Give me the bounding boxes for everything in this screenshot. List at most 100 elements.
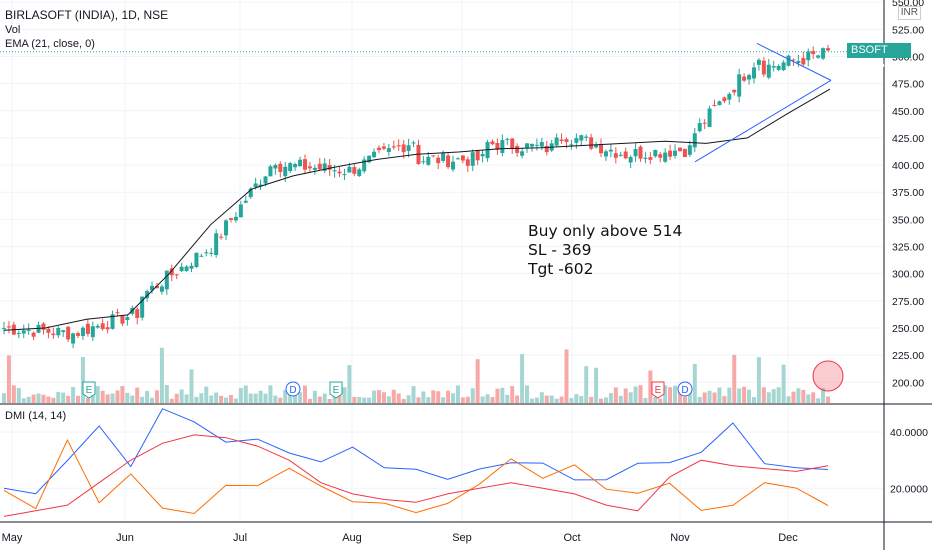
volume-bar [613,387,618,403]
vol-legend[interactable]: Vol [5,24,21,36]
candle-body [529,143,534,147]
candle-body [761,60,766,75]
candle-body [337,171,342,174]
candle-body [737,74,742,97]
candle-body [332,170,337,172]
candle-body [71,333,76,344]
volume-bar [431,390,436,403]
volume-bar [589,396,594,403]
candle-body [367,155,372,163]
marker-label: E [86,385,93,396]
candle-body [150,285,155,291]
candle-body [707,108,712,127]
candle-body [510,138,515,149]
support-trendline [694,79,832,163]
dmi-series-line [3,434,829,517]
candle-body [490,141,495,145]
time-tick-label: Sep [452,532,472,544]
volume-bar [564,349,569,403]
candle-body [421,161,426,163]
dividend-marker [285,381,301,397]
volume-bar [164,385,169,403]
volume-bar [381,392,386,403]
volume-bar [648,370,653,403]
candle-body [766,64,771,78]
candle-body [544,145,549,153]
candle-body [564,139,569,142]
candle-body [500,140,505,154]
candle-body [717,101,722,106]
candle-body [776,65,781,70]
candle-body [61,330,66,333]
last-price-tag: BSOFT 504.35 [847,43,911,71]
candle-body [31,332,36,337]
dmi-legend[interactable]: DMI (14, 14) [5,410,67,422]
volume-bar [643,397,648,403]
volume-bar [85,397,90,403]
price-tag-symbol: BSOFT [851,44,888,56]
candle-body [233,216,238,221]
candle-body [806,51,811,61]
volume-bar [712,392,717,403]
volume-bar [396,393,401,403]
volume-bar [574,394,579,403]
candle-body [145,291,150,299]
volume-bar [436,391,441,403]
candle-body [391,146,396,148]
volume-bar [66,395,71,403]
volume-bar [446,390,451,403]
volume-bar [682,396,687,403]
volume-bar [554,398,559,403]
volume-bar [391,389,396,403]
candle-body [603,151,608,157]
time-tick-label: Oct [563,532,580,544]
chart-title[interactable]: BIRLASOFT (INDIA), 1D, NSE [5,8,169,22]
candle-body [692,133,697,148]
volume-bar [515,395,520,403]
dmi-tick-label: 40.0000 [890,427,928,439]
candle-body [747,75,752,80]
volume-bar [465,396,470,403]
price-tick-label: 400.00 [892,160,924,172]
time-tick-label: Aug [342,532,362,544]
candle-body [727,93,732,100]
volume-bar [376,390,381,403]
marker-label: E [655,385,662,396]
candle-body [539,142,544,147]
dmi-series-line [3,408,829,495]
volume-bar [411,386,416,403]
volume-highlight-circle [812,360,844,392]
candle-body [475,150,480,161]
volume-bar [771,389,776,403]
volume-bar [707,390,712,403]
volume-bar [628,392,633,403]
volume-bar [806,394,811,403]
candle-body [312,167,317,170]
volume-bar [248,393,253,403]
earnings-marker [82,381,96,399]
candle-body [628,156,633,163]
volume-bar [263,393,268,403]
candle-body [154,285,159,289]
volume-bar [751,397,756,403]
candle-body [322,163,327,171]
volume-bar [169,398,174,403]
volume-bar [16,388,21,403]
volume-bar [534,397,539,403]
candle-body [559,139,564,142]
volume-bar [80,357,85,403]
volume-bar [549,395,554,403]
volume-bar [401,398,406,403]
volume-bar [154,390,159,403]
volume-bar [638,385,643,403]
price-tick-label: 550.00 [892,0,924,9]
volume-bar [130,395,135,403]
ema-legend[interactable]: EMA (21, close, 0) [5,38,95,50]
candle-body [673,150,678,156]
candle-body [756,59,761,65]
candle-body [653,150,658,157]
candle-body [525,143,530,148]
candle-body [298,159,303,167]
volume-bar [687,386,692,403]
